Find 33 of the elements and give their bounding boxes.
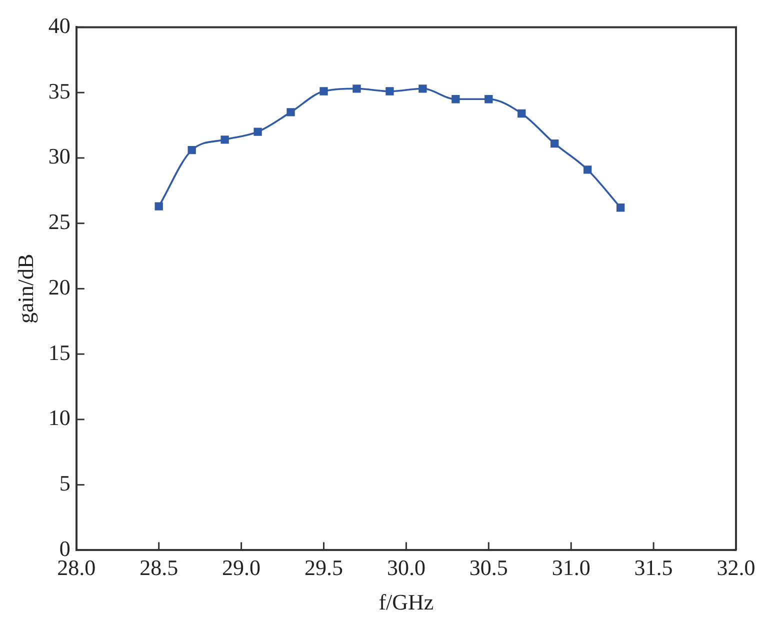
y-tick-label: 25 [48,209,70,234]
y-tick-label: 35 [48,78,70,104]
point [616,204,625,212]
point [320,87,328,96]
point [386,87,394,96]
y-tick-label: 30 [48,144,70,169]
point [550,139,559,148]
x-tick-label: 31.0 [552,555,590,580]
x-tick-label: 32.0 [716,555,756,580]
y-axis-title: gain/dB [12,254,38,324]
x-tick-label: 30.5 [469,555,508,580]
point [188,146,196,154]
point [352,84,361,93]
point [584,166,592,174]
y-tick-label: 20 [48,274,70,300]
y-tick-label: 40 [48,12,70,38]
y-tick-label: 15 [48,340,70,365]
point [484,95,493,104]
point [518,109,526,118]
x-axis-title: f/GHz [378,590,434,615]
x-tick-label: 30.0 [386,555,426,580]
x-tick-label: 28.5 [140,555,178,580]
point [154,202,163,210]
x-tick-label: 31.5 [634,555,673,580]
y-tick-label: 10 [48,405,70,430]
x-tick-label: 29.0 [222,555,261,580]
point [418,84,427,93]
x-tick-label: 29.5 [304,555,343,580]
y-tick-label: 5 [59,470,70,496]
point [286,108,295,116]
point [254,128,262,136]
point [220,136,229,144]
point [452,95,460,104]
